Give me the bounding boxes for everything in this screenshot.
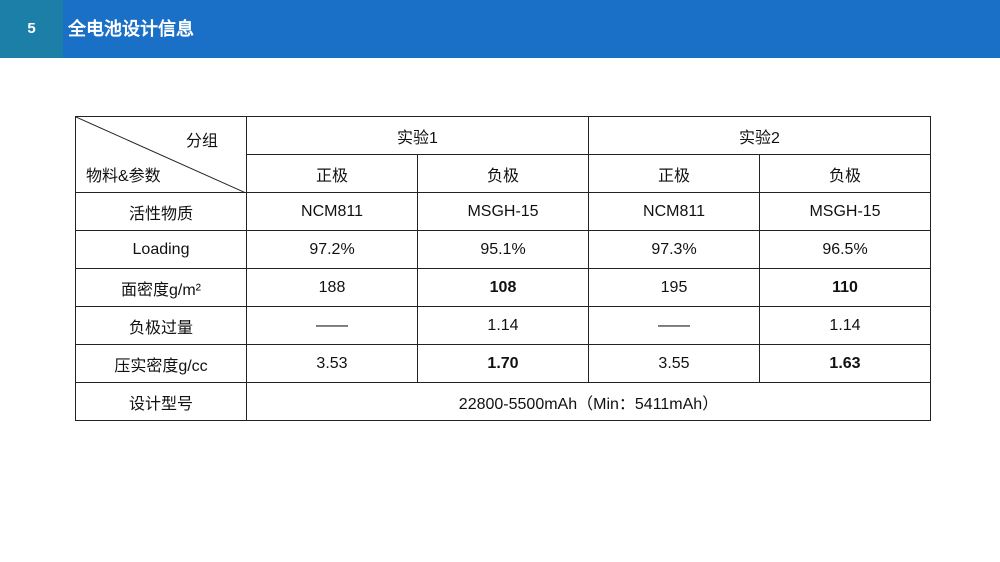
cell: —— bbox=[588, 306, 760, 345]
cell: MSGH-15 bbox=[417, 192, 589, 231]
sub-header: 正极 bbox=[246, 154, 418, 193]
cell: MSGH-15 bbox=[759, 192, 931, 231]
cell: —— bbox=[246, 306, 418, 345]
page-number: 5 bbox=[0, 0, 63, 58]
group-header: 实验1 bbox=[246, 116, 589, 155]
row-label: 负极过量 bbox=[75, 306, 247, 345]
cell: 1.14 bbox=[417, 306, 589, 345]
sub-header: 负极 bbox=[759, 154, 931, 193]
row-label: Loading bbox=[75, 230, 247, 269]
row-label: 压实密度g/cc bbox=[75, 344, 247, 383]
cell: 97.2% bbox=[246, 230, 418, 269]
design-table: 分组 物料&参数 实验1 实验2 正极 负极 正极 负极 活性物质 NCM811… bbox=[75, 116, 931, 421]
cell: 1.63 bbox=[759, 344, 931, 383]
cell: NCM811 bbox=[246, 192, 418, 231]
design-value: 22800-5500mAh（Min：5411mAh） bbox=[246, 382, 931, 421]
row-label: 面密度g/m² bbox=[75, 268, 247, 307]
corner-cell: 分组 物料&参数 bbox=[75, 116, 247, 193]
cell: 195 bbox=[588, 268, 760, 307]
cell: 1.14 bbox=[759, 306, 931, 345]
sub-header: 负极 bbox=[417, 154, 589, 193]
cell: 95.1% bbox=[417, 230, 589, 269]
cell: 108 bbox=[417, 268, 589, 307]
cell: 3.55 bbox=[588, 344, 760, 383]
cell: NCM811 bbox=[588, 192, 760, 231]
cell: 3.53 bbox=[246, 344, 418, 383]
cell: 96.5% bbox=[759, 230, 931, 269]
corner-top: 分组 bbox=[185, 133, 218, 150]
cell: 110 bbox=[759, 268, 931, 307]
cell: 1.70 bbox=[417, 344, 589, 383]
group-header: 实验2 bbox=[588, 116, 931, 155]
slide-title: 全电池设计信息 bbox=[68, 19, 194, 39]
corner-bottom: 物料&参数 bbox=[86, 168, 161, 185]
header-bar: 5 全电池设计信息 bbox=[0, 0, 1000, 58]
diagonal bbox=[76, 117, 246, 193]
cell: 97.3% bbox=[588, 230, 760, 269]
row-label: 活性物质 bbox=[75, 192, 247, 231]
sub-header: 正极 bbox=[588, 154, 760, 193]
row-label: 设计型号 bbox=[75, 382, 247, 421]
cell: 188 bbox=[246, 268, 418, 307]
